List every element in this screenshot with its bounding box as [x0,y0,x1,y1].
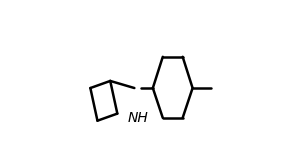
Text: NH: NH [128,111,148,125]
